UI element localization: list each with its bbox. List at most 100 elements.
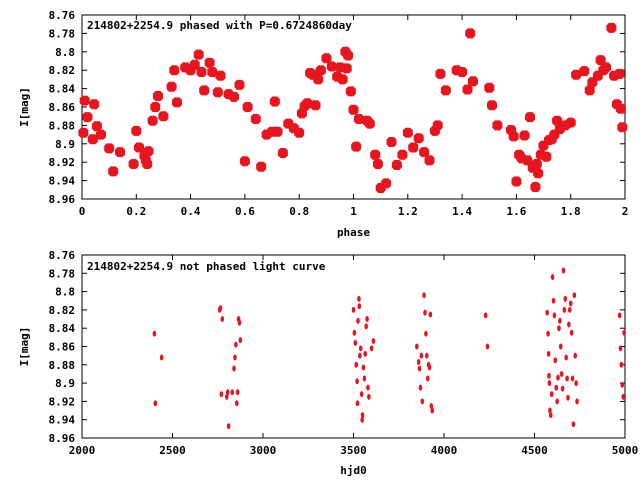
data-point <box>337 74 348 85</box>
x-tick-label: 0.4 <box>181 205 201 218</box>
data-point <box>358 352 362 359</box>
data-point <box>234 79 245 90</box>
data-point <box>229 91 239 102</box>
data-point <box>218 305 223 312</box>
data-point <box>277 148 288 158</box>
y-tick-label: 8.8 <box>55 286 75 299</box>
data-point <box>159 354 164 361</box>
data-point <box>574 380 578 387</box>
data-point <box>554 384 559 391</box>
data-point <box>234 341 238 348</box>
data-point <box>219 391 224 398</box>
data-point <box>571 421 576 428</box>
x-tick-label: 1 <box>350 205 357 218</box>
y-tick-label: 8.86 <box>49 341 76 354</box>
data-point <box>82 112 93 123</box>
data-point <box>369 345 374 352</box>
y-tick-label: 8.92 <box>49 395 76 408</box>
data-point <box>567 321 571 328</box>
data-point <box>372 159 383 169</box>
y-tick-label: 8.92 <box>49 156 76 169</box>
x-tick-label: 0 <box>79 205 86 218</box>
data-point <box>508 131 519 142</box>
y-tick-label: 8.78 <box>49 267 76 280</box>
x-tick-label: 4500 <box>521 444 548 457</box>
plot-frame <box>81 254 626 439</box>
data-point <box>457 67 468 77</box>
data-point <box>357 303 362 310</box>
data-point <box>415 343 419 350</box>
data-point <box>364 323 368 330</box>
data-point <box>418 384 423 391</box>
x-tick-label: 4000 <box>431 444 458 457</box>
data-point <box>419 147 430 158</box>
data-point <box>571 69 582 80</box>
y-tick-label: 8.82 <box>49 64 76 77</box>
data-point <box>572 292 577 299</box>
data-point <box>545 309 549 316</box>
data-point <box>492 120 503 131</box>
data-point <box>232 365 236 372</box>
data-point <box>357 295 361 302</box>
data-point <box>352 329 357 336</box>
data-point <box>621 393 625 400</box>
y-tick-label: 8.96 <box>49 193 76 206</box>
data-point <box>440 85 451 96</box>
data-point <box>358 345 363 352</box>
data-point <box>430 407 435 414</box>
x-tick-label: 1.8 <box>561 205 581 218</box>
data-point <box>302 98 313 109</box>
x-tick-label: 1.4 <box>452 205 472 218</box>
data-point <box>104 143 115 154</box>
data-point <box>408 142 419 153</box>
data-point <box>530 182 541 192</box>
y-tick-label: 8.76 <box>49 249 76 262</box>
x-tick-label: 2 <box>622 205 629 218</box>
data-point <box>235 389 240 396</box>
data-point <box>546 350 551 357</box>
data-point <box>355 400 360 407</box>
data-point <box>548 412 553 419</box>
data-point <box>250 114 261 124</box>
data-point <box>365 316 369 323</box>
data-point <box>579 66 590 77</box>
chart-title: 214802+2254.9 phased with P=0.6724860day <box>87 19 352 32</box>
data-point <box>193 49 204 60</box>
data-point <box>424 330 428 337</box>
data-point <box>435 68 446 79</box>
data-point <box>419 352 424 359</box>
data-point <box>620 381 625 388</box>
y-tick-label: 8.88 <box>49 359 76 372</box>
data-point <box>220 316 225 323</box>
data-point <box>423 309 427 316</box>
data-point <box>416 359 421 366</box>
data-point <box>552 115 563 126</box>
data-point <box>361 364 366 371</box>
y-tick-label: 8.76 <box>49 9 76 22</box>
data-point <box>575 398 579 405</box>
data-point <box>321 53 332 64</box>
y-tick-label: 8.8 <box>55 46 75 59</box>
data-point <box>91 121 102 132</box>
data-point <box>345 86 356 97</box>
data-point <box>315 65 326 76</box>
data-point <box>432 120 443 131</box>
data-point <box>619 361 624 368</box>
data-point <box>353 339 358 346</box>
data-point <box>351 306 356 313</box>
data-point <box>142 159 153 169</box>
data-point <box>87 134 98 145</box>
x-tick-label: 0.8 <box>289 205 309 218</box>
data-point <box>563 295 568 302</box>
data-point <box>422 292 426 299</box>
data-point <box>614 68 625 79</box>
data-point <box>547 380 552 387</box>
data-point <box>557 325 561 332</box>
y-tick-label: 8.96 <box>49 432 76 445</box>
data-point <box>152 330 157 337</box>
data-point <box>364 118 375 129</box>
data-point <box>367 393 371 400</box>
data-point <box>371 338 376 345</box>
x-tick-label: 3000 <box>250 444 277 457</box>
